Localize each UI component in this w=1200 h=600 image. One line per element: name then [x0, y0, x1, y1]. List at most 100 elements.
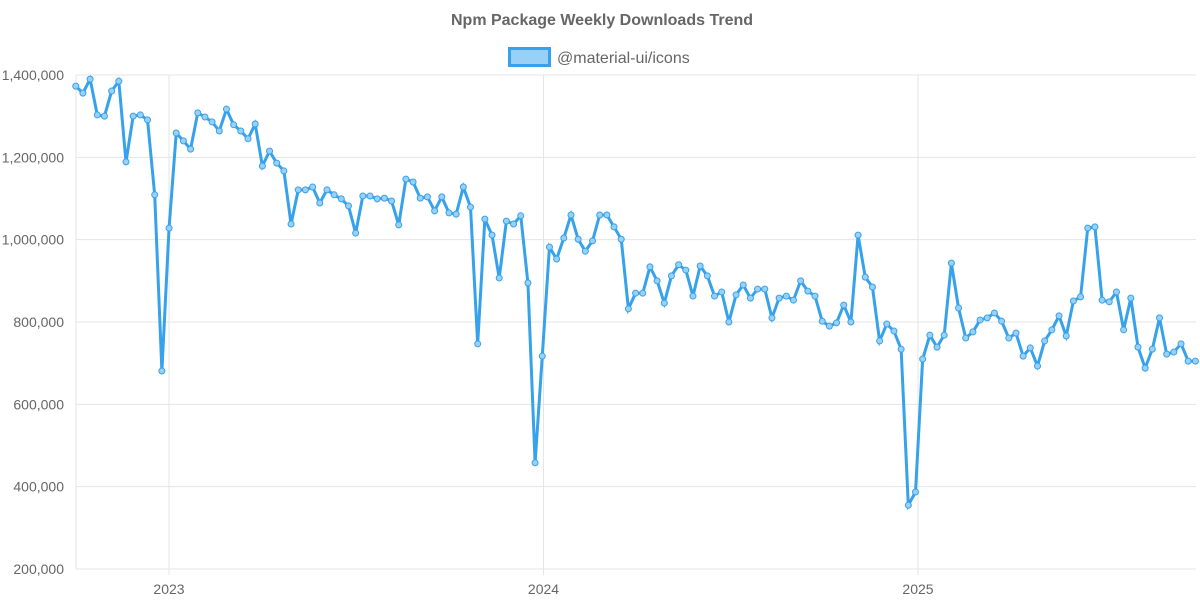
data-point[interactable]: [703, 272, 711, 280]
data-point[interactable]: [1041, 337, 1049, 345]
data-point[interactable]: [208, 118, 216, 126]
data-point[interactable]: [1077, 293, 1085, 301]
data-point[interactable]: [833, 319, 841, 327]
data-point[interactable]: [452, 210, 460, 218]
data-point[interactable]: [395, 221, 403, 229]
data-point[interactable]: [344, 202, 352, 210]
data-point[interactable]: [100, 112, 108, 120]
data-point[interactable]: [746, 294, 754, 302]
data-point[interactable]: [467, 203, 475, 211]
data-point[interactable]: [603, 211, 611, 219]
data-point[interactable]: [352, 229, 360, 237]
data-point[interactable]: [72, 82, 80, 90]
data-point[interactable]: [1105, 298, 1113, 306]
data-point[interactable]: [725, 318, 733, 326]
data-point[interactable]: [244, 135, 252, 143]
data-point[interactable]: [667, 272, 675, 280]
data-point[interactable]: [739, 281, 747, 289]
data-point[interactable]: [388, 197, 396, 205]
data-point[interactable]: [1127, 294, 1135, 302]
data-point[interactable]: [402, 175, 410, 183]
legend[interactable]: @material-ui/icons: [508, 47, 690, 68]
data-point[interactable]: [144, 116, 152, 124]
data-point[interactable]: [323, 186, 331, 194]
data-point[interactable]: [445, 209, 453, 217]
data-point[interactable]: [754, 285, 762, 293]
data-point[interactable]: [890, 327, 898, 335]
data-point[interactable]: [646, 263, 654, 271]
data-point[interactable]: [847, 318, 855, 326]
data-point[interactable]: [108, 87, 116, 95]
data-point[interactable]: [617, 235, 625, 243]
data-point[interactable]: [251, 120, 259, 128]
data-point[interactable]: [589, 237, 597, 245]
data-point[interactable]: [416, 194, 424, 202]
data-point[interactable]: [861, 273, 869, 281]
data-point[interactable]: [610, 223, 618, 231]
data-point[interactable]: [919, 355, 927, 363]
data-point[interactable]: [933, 343, 941, 351]
data-point[interactable]: [79, 89, 87, 97]
data-point[interactable]: [553, 255, 561, 263]
data-point[interactable]: [761, 285, 769, 293]
data-point[interactable]: [1034, 362, 1042, 370]
data-point[interactable]: [194, 109, 202, 117]
data-point[interactable]: [459, 183, 467, 191]
data-point[interactable]: [287, 220, 295, 228]
data-point[interactable]: [423, 193, 431, 201]
data-point[interactable]: [825, 322, 833, 330]
data-point[interactable]: [969, 328, 977, 336]
data-point[interactable]: [258, 162, 266, 170]
data-point[interactable]: [1062, 332, 1070, 340]
data-point[interactable]: [301, 186, 309, 194]
data-point[interactable]: [955, 304, 963, 312]
data-point[interactable]: [151, 191, 159, 199]
data-point[interactable]: [1191, 357, 1199, 365]
data-point[interactable]: [524, 279, 532, 287]
data-point[interactable]: [904, 501, 912, 509]
data-point[interactable]: [624, 305, 632, 313]
data-point[interactable]: [1048, 326, 1056, 334]
data-point[interactable]: [639, 289, 647, 297]
data-point[interactable]: [481, 215, 489, 223]
data-point[interactable]: [789, 296, 797, 304]
data-point[interactable]: [1184, 357, 1192, 365]
data-point[interactable]: [222, 105, 230, 113]
data-point[interactable]: [1091, 223, 1099, 231]
data-point[interactable]: [711, 292, 719, 300]
data-point[interactable]: [998, 317, 1006, 325]
data-point[interactable]: [237, 127, 245, 135]
data-point[interactable]: [517, 212, 525, 220]
data-point[interactable]: [1026, 344, 1034, 352]
data-point[interactable]: [502, 217, 510, 225]
data-point[interactable]: [660, 299, 668, 307]
data-point[interactable]: [1055, 312, 1063, 320]
data-point[interactable]: [696, 262, 704, 270]
data-point[interactable]: [868, 283, 876, 291]
data-point[interactable]: [273, 159, 281, 167]
data-point[interactable]: [1098, 296, 1106, 304]
data-point[interactable]: [294, 186, 302, 194]
data-point[interactable]: [782, 292, 790, 300]
data-point[interactable]: [474, 340, 482, 348]
data-point[interactable]: [93, 111, 101, 119]
data-point[interactable]: [840, 301, 848, 309]
data-point[interactable]: [911, 488, 919, 496]
data-point[interactable]: [438, 193, 446, 201]
data-point[interactable]: [1156, 314, 1164, 322]
data-point[interactable]: [926, 331, 934, 339]
data-point[interactable]: [1177, 340, 1185, 348]
data-point[interactable]: [883, 320, 891, 328]
data-point[interactable]: [990, 309, 998, 317]
data-point[interactable]: [775, 294, 783, 302]
data-point[interactable]: [1163, 350, 1171, 358]
data-point[interactable]: [488, 231, 496, 239]
data-point[interactable]: [366, 192, 374, 200]
data-point[interactable]: [495, 274, 503, 282]
data-point[interactable]: [1148, 345, 1156, 353]
data-point[interactable]: [380, 194, 388, 202]
data-point[interactable]: [983, 314, 991, 322]
data-point[interactable]: [337, 195, 345, 203]
data-point[interactable]: [531, 459, 539, 467]
data-point[interactable]: [797, 277, 805, 285]
